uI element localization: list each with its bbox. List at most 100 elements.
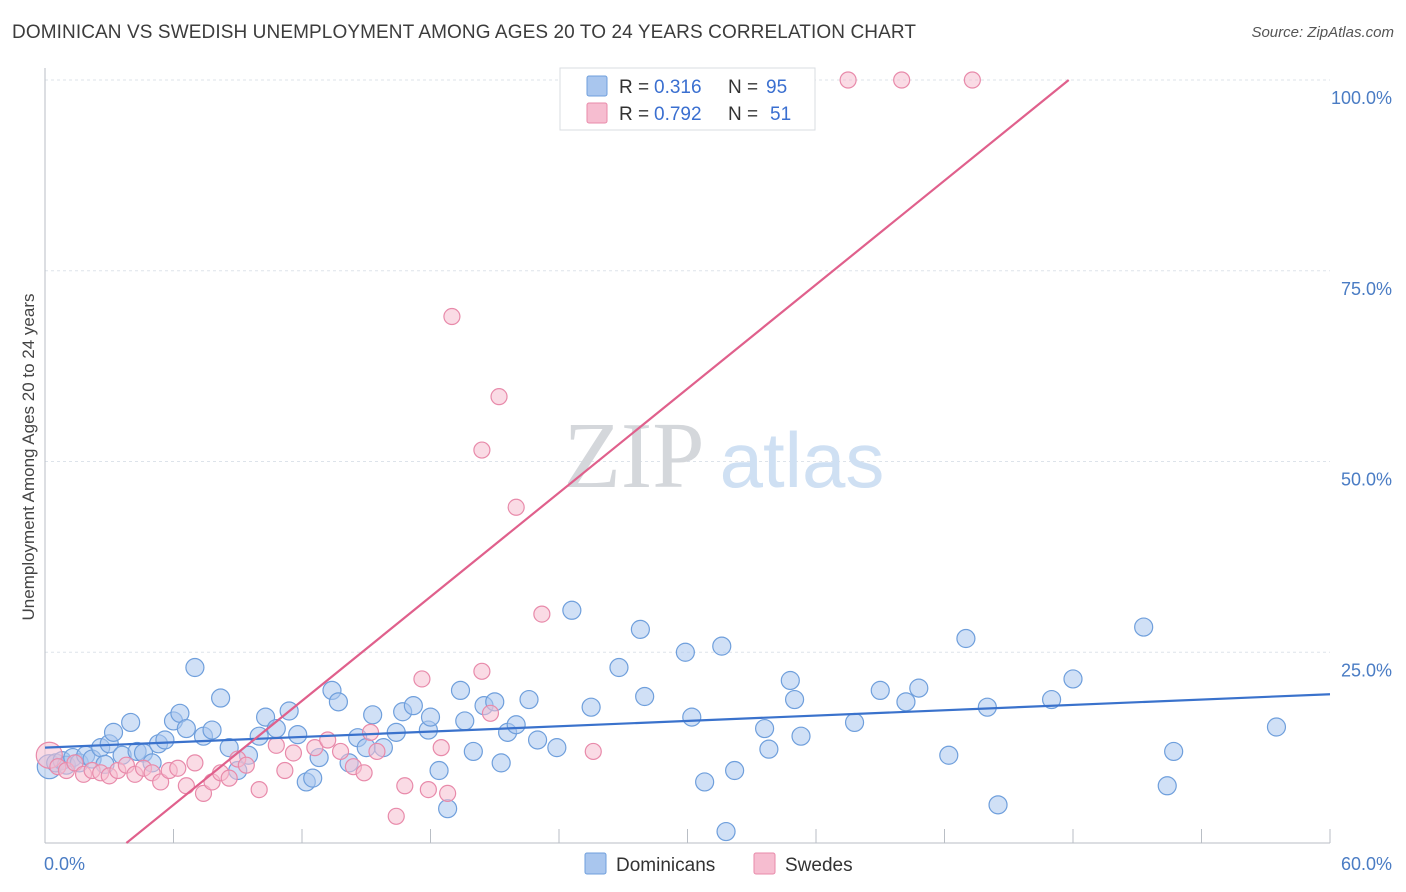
swede-point (284, 744, 303, 762)
dominican-point (185, 657, 205, 678)
dominican-point (429, 760, 449, 781)
swede-point (413, 670, 431, 688)
swede-point (267, 736, 285, 754)
swede-point (177, 777, 195, 795)
dominican-point (896, 692, 916, 712)
swede-point (276, 761, 294, 780)
dominican-point (121, 712, 141, 733)
swede-point (481, 704, 500, 722)
dominican-point (682, 707, 702, 727)
tick-labels: 25.0% 50.0% 75.0% 100.0% 0.0% 60.0% (44, 88, 1392, 874)
dominican-point (506, 715, 526, 735)
legend-bottom-swatch-dominicans (584, 852, 607, 875)
legend-r-value-2: 0.792 (654, 104, 702, 125)
swede-point (368, 742, 386, 761)
dominican-point (675, 642, 695, 662)
dominican-point (288, 725, 308, 745)
dominican-point (562, 600, 582, 620)
legend-n-label-1: N = (728, 77, 758, 98)
dominican-point (328, 692, 349, 712)
swede-point (331, 742, 350, 761)
y-axis-label: Unemployment Among Ages 20 to 24 years (19, 294, 38, 621)
dominican-point (791, 726, 811, 746)
dominican-point (303, 768, 323, 788)
swede-point (439, 784, 457, 803)
dominican-point (754, 718, 775, 739)
dominican-point (176, 718, 196, 739)
dominican-point (455, 711, 475, 731)
legend-n-label-2: N = (728, 104, 758, 125)
dominican-point (450, 680, 471, 701)
legend-bottom-label-swedes: Swedes (785, 855, 853, 876)
swede-point (237, 756, 255, 774)
dominican-point (630, 619, 650, 639)
legend-correlation: R = 0.316 N = 95 R = 0.792 N = 51 (559, 67, 816, 131)
swede-point (152, 773, 170, 791)
dominican-point (155, 730, 175, 750)
trend-line-swedes (125, 79, 1070, 844)
dominican-point (695, 772, 715, 792)
swede-point (186, 754, 204, 772)
dominican-point (103, 722, 124, 742)
swede-point (893, 71, 911, 89)
swede-point (355, 764, 373, 782)
swede-point (473, 662, 491, 680)
swede-point (963, 71, 981, 89)
y-tick-label-0: 25.0% (1341, 660, 1392, 680)
axes (44, 68, 1331, 844)
trend-line-dominicans (44, 693, 1331, 749)
x-tick-label-0: 0.0% (44, 854, 85, 874)
dominican-point (609, 657, 629, 678)
dominican-point (581, 697, 601, 717)
dominican-point (759, 739, 779, 759)
swede-point (66, 754, 84, 772)
grid-lines (45, 79, 1330, 653)
dominican-point (1157, 776, 1177, 796)
dominican-point (420, 707, 441, 727)
dominican-point (202, 720, 222, 740)
series-dominicans (36, 600, 1287, 842)
dominican-point (716, 821, 736, 842)
legend-r-label-1: R = (619, 77, 649, 98)
swede-point (533, 605, 551, 623)
watermark: ZIP atlas (564, 404, 885, 508)
x-tick-label-1: 60.0% (1341, 854, 1392, 874)
dominican-point (956, 628, 976, 649)
legend-r-value-1: 0.316 (654, 77, 702, 98)
swede-point (387, 807, 405, 825)
swede-point (361, 723, 380, 741)
swede-point (432, 739, 450, 757)
legend-n-value-2: 51 (770, 104, 791, 125)
swede-point (507, 498, 525, 516)
dominican-point (988, 795, 1008, 815)
swede-point (169, 759, 187, 777)
swede-point (584, 742, 602, 761)
watermark-atlas: atlas (720, 416, 885, 504)
source-label: Source: ZipAtlas.com (1251, 24, 1394, 41)
y-tick-label-3: 100.0% (1331, 88, 1392, 108)
dominican-point (363, 705, 383, 725)
watermark-zip: ZIP (564, 404, 705, 508)
swede-point (250, 780, 268, 799)
dominican-point (1266, 717, 1287, 737)
dominican-point (527, 730, 548, 750)
dominican-point (1164, 741, 1184, 762)
legend-bottom-swatch-swedes (753, 852, 776, 875)
dominican-point (211, 688, 231, 708)
dominican-point (909, 678, 929, 698)
dominican-point (1063, 669, 1083, 689)
legend-r-label-2: R = (619, 104, 649, 125)
legend-series: Dominicans Swedes (584, 852, 853, 876)
swede-point (220, 769, 238, 787)
swede-point (419, 780, 437, 799)
dominican-point (519, 689, 539, 710)
dominican-point (780, 670, 800, 691)
dominican-point (547, 738, 567, 758)
swede-point (396, 777, 414, 795)
dominican-point (1134, 617, 1154, 637)
dominican-point (784, 689, 805, 710)
dominican-point (712, 636, 732, 656)
chart-title: DOMINICAN VS SWEDISH UNEMPLOYMENT AMONG … (12, 22, 917, 43)
y-tick-label-2: 75.0% (1341, 279, 1392, 299)
